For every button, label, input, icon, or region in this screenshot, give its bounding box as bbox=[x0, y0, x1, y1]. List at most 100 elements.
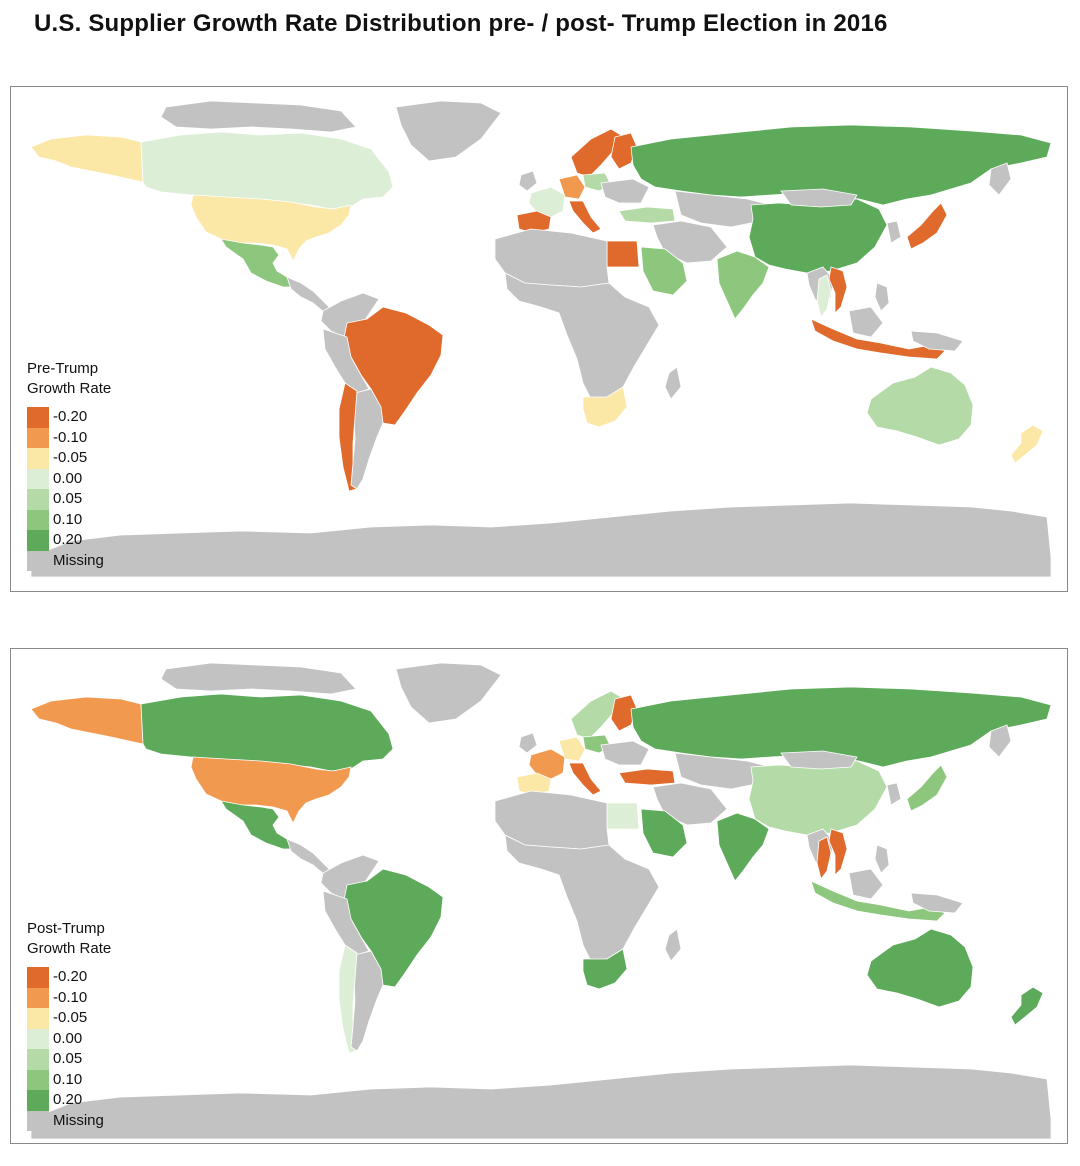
legend-label: -0.10 bbox=[53, 988, 88, 1006]
country-arctic bbox=[160, 100, 357, 133]
post-trump-world-map bbox=[11, 649, 1067, 1143]
country-india bbox=[716, 812, 770, 882]
country-borneo bbox=[848, 306, 884, 338]
country-japan bbox=[906, 202, 948, 250]
country-usa bbox=[190, 194, 352, 262]
legend-label: -0.20 bbox=[53, 968, 88, 986]
legend-title-line2: Growth Rate bbox=[27, 940, 112, 957]
legend-swatch bbox=[27, 448, 49, 469]
country-india bbox=[716, 250, 770, 320]
country-south-africa bbox=[582, 386, 628, 428]
legend-swatch bbox=[27, 1008, 49, 1029]
country-nz bbox=[1010, 986, 1044, 1026]
legend-swatch bbox=[27, 967, 49, 988]
legend-label: -0.10 bbox=[53, 428, 88, 446]
legend-item: 0.20 bbox=[27, 1090, 111, 1111]
country-nz bbox=[1010, 424, 1044, 464]
country-australia bbox=[866, 366, 974, 446]
country-usa bbox=[190, 756, 352, 824]
country-mongolia bbox=[780, 188, 858, 208]
legend-swatch bbox=[27, 1069, 49, 1090]
country-south-africa bbox=[582, 948, 628, 990]
legend-item: Missing bbox=[27, 550, 111, 571]
legend-swatch bbox=[27, 1049, 49, 1070]
country-germany bbox=[558, 736, 586, 762]
legend-title-line1: Post-Trump bbox=[27, 920, 105, 937]
country-italy bbox=[568, 200, 602, 234]
country-france bbox=[528, 748, 566, 780]
country-new-guinea bbox=[910, 892, 964, 914]
country-e-europe bbox=[600, 740, 650, 766]
country-finland bbox=[610, 132, 638, 170]
legend-label: 0.10 bbox=[53, 1070, 83, 1088]
legend-swatch bbox=[27, 468, 49, 489]
legend-item: 0.05 bbox=[27, 1049, 111, 1070]
country-e-europe bbox=[600, 178, 650, 204]
country-italy bbox=[568, 762, 602, 796]
legend-swatch bbox=[27, 407, 49, 428]
country-new-guinea bbox=[910, 330, 964, 352]
pre-trump-world-map bbox=[11, 87, 1067, 591]
legend-label: 0.00 bbox=[53, 1029, 83, 1047]
legend-label: 0.10 bbox=[53, 510, 83, 528]
legend-label: 0.00 bbox=[53, 469, 83, 487]
country-thailand bbox=[816, 836, 832, 880]
country-saudi bbox=[640, 808, 688, 858]
legend-item: 0.10 bbox=[27, 1069, 111, 1090]
legend-item: -0.10 bbox=[27, 427, 111, 448]
country-korea bbox=[886, 782, 902, 806]
legend-title: Pre-Trump Growth Rate bbox=[27, 359, 111, 399]
country-uk bbox=[518, 170, 538, 192]
legend-item: -0.05 bbox=[27, 448, 111, 469]
country-chile bbox=[338, 382, 358, 492]
country-australia bbox=[866, 928, 974, 1008]
legend-title-line2: Growth Rate bbox=[27, 380, 112, 397]
country-egypt bbox=[606, 802, 640, 830]
country-philippines bbox=[874, 844, 890, 874]
legend-title-line1: Pre-Trump bbox=[27, 360, 99, 377]
country-thailand bbox=[816, 274, 832, 318]
legend-swatch bbox=[27, 987, 49, 1008]
post-trump-legend: Post-Trump Growth Rate -0.20 -0.10 -0.05 0.… bbox=[27, 919, 111, 1131]
country-argentina bbox=[350, 950, 384, 1052]
country-mongolia bbox=[780, 750, 858, 770]
legend-item: 0.05 bbox=[27, 489, 111, 510]
country-indonesia bbox=[810, 880, 946, 922]
pre-trump-map-panel: Pre-Trump Growth Rate -0.20 -0.10 -0.05 0.0… bbox=[10, 86, 1068, 592]
legend-label: 0.05 bbox=[53, 490, 83, 508]
country-germany bbox=[558, 174, 586, 200]
country-uk bbox=[518, 732, 538, 754]
country-korea bbox=[886, 220, 902, 244]
country-madagascar bbox=[664, 366, 682, 400]
legend-title: Post-Trump Growth Rate bbox=[27, 919, 111, 959]
legend-swatch bbox=[27, 489, 49, 510]
legend-swatch bbox=[27, 1028, 49, 1049]
legend-swatch bbox=[27, 1110, 49, 1131]
country-france bbox=[528, 186, 566, 218]
legend-label: 0.20 bbox=[53, 531, 83, 549]
country-turkey bbox=[618, 206, 676, 224]
country-kamchatka bbox=[988, 162, 1012, 196]
country-greenland bbox=[395, 100, 502, 162]
post-trump-map-panel: Post-Trump Growth Rate -0.20 -0.10 -0.05 0.… bbox=[10, 648, 1068, 1144]
country-greenland bbox=[395, 662, 502, 724]
country-vietnam bbox=[828, 828, 848, 876]
country-antarctica bbox=[30, 502, 1052, 578]
legend-swatch bbox=[27, 509, 49, 530]
legend-swatch bbox=[27, 530, 49, 551]
country-egypt bbox=[606, 240, 640, 268]
legend-label: Missing bbox=[53, 551, 104, 569]
country-vietnam bbox=[828, 266, 848, 314]
country-turkey bbox=[618, 768, 676, 786]
legend-swatch bbox=[27, 550, 49, 571]
legend-item: Missing bbox=[27, 1110, 111, 1131]
country-antarctica bbox=[30, 1064, 1052, 1140]
country-philippines bbox=[874, 282, 890, 312]
pre-trump-legend: Pre-Trump Growth Rate -0.20 -0.10 -0.05 0.0… bbox=[27, 359, 111, 571]
country-finland bbox=[610, 694, 638, 732]
country-saudi bbox=[640, 246, 688, 296]
legend-item: 0.00 bbox=[27, 1028, 111, 1049]
page-title: U.S. Supplier Growth Rate Distribution p… bbox=[34, 10, 888, 37]
country-iran-mid bbox=[652, 782, 728, 826]
country-alaska bbox=[30, 696, 144, 745]
